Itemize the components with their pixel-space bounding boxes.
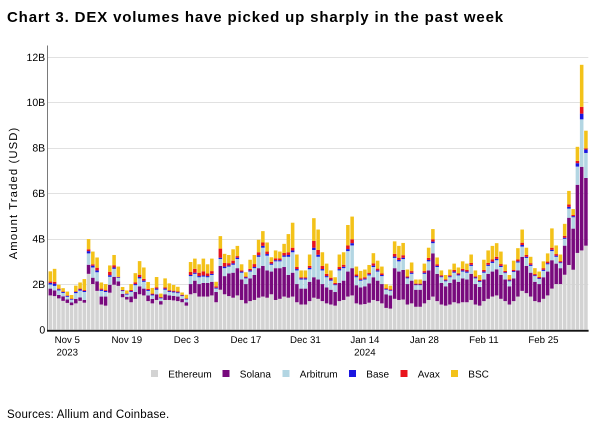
svg-text:2024: 2024 [354,348,376,359]
svg-text:Arbitrum: Arbitrum [300,370,338,381]
svg-text:8B: 8B [32,143,45,155]
svg-text:10B: 10B [27,97,46,109]
svg-text:Nov 5: Nov 5 [55,335,80,346]
svg-text:12B: 12B [27,52,46,64]
svg-text:2023: 2023 [57,348,79,359]
svg-text:Jan 14: Jan 14 [350,335,380,346]
svg-text:Dec 17: Dec 17 [231,335,262,346]
svg-text:Jan 28: Jan 28 [410,335,439,346]
svg-text:2B: 2B [32,279,45,291]
svg-text:Avax: Avax [418,370,440,381]
svg-text:Dec 31: Dec 31 [290,335,321,346]
svg-text:Dec 3: Dec 3 [174,335,199,346]
svg-text:Solana: Solana [240,370,272,381]
svg-text:Nov 19: Nov 19 [111,335,142,346]
svg-text:Feb 11: Feb 11 [469,335,498,346]
svg-text:4B: 4B [32,234,45,246]
svg-text:Feb 25: Feb 25 [528,335,558,346]
svg-text:0: 0 [39,324,45,336]
svg-text:6B: 6B [32,188,45,200]
svg-text:Ethereum: Ethereum [168,370,211,381]
svg-text:BSC: BSC [468,370,489,381]
svg-text:Base: Base [366,370,389,381]
svg-text:Amount Traded (USD): Amount Traded (USD) [8,127,20,260]
